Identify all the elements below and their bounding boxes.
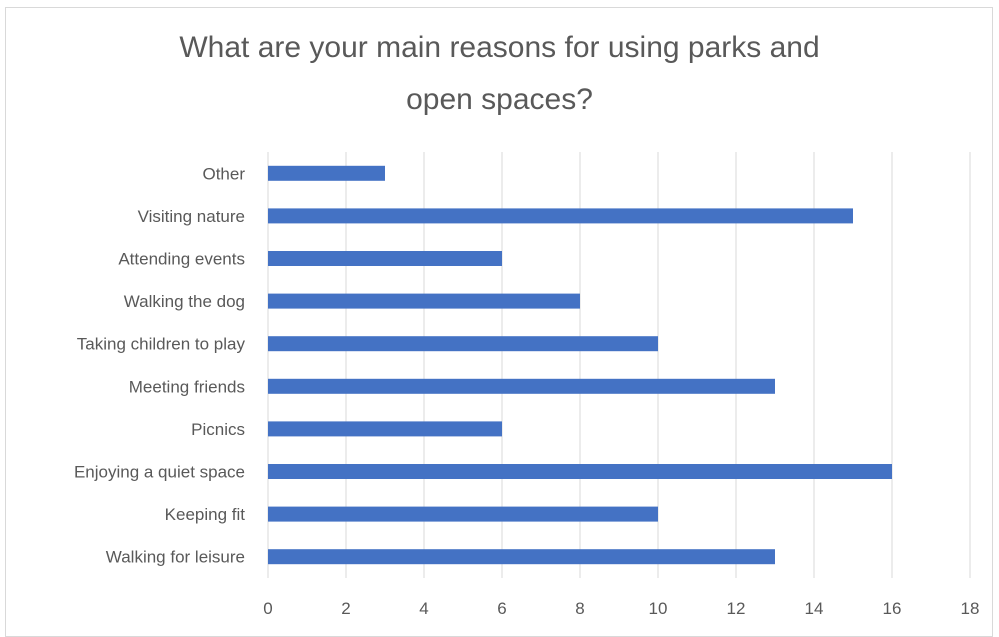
x-tick-label: 12	[727, 599, 746, 618]
x-tick-label: 10	[649, 599, 668, 618]
chart-title: What are your main reasons for using par…	[179, 31, 820, 116]
x-tick-label: 14	[805, 599, 824, 618]
x-tick-label: 4	[419, 599, 428, 618]
bar	[268, 506, 658, 522]
category-label: Other	[202, 164, 245, 183]
bar	[268, 165, 385, 181]
x-tick-label: 18	[961, 599, 980, 618]
x-tick-label: 2	[341, 599, 350, 618]
category-label: Keeping fit	[165, 505, 246, 524]
category-label: Meeting friends	[129, 377, 245, 396]
category-label: Attending events	[118, 250, 245, 269]
bar	[268, 208, 853, 224]
bar	[268, 293, 580, 309]
bar	[268, 336, 658, 352]
bars	[268, 165, 892, 565]
category-label: Walking for leisure	[106, 548, 245, 567]
x-tick-labels: 0 2 4 6 8 10 12 14 16 18	[263, 599, 979, 618]
category-label: Visiting nature	[138, 207, 245, 226]
category-label: Walking the dog	[124, 292, 245, 311]
x-tick-label: 8	[575, 599, 584, 618]
x-tick-label: 0	[263, 599, 272, 618]
bar	[268, 464, 892, 479]
chart-frame	[5, 7, 993, 637]
x-tick-label: 6	[497, 599, 506, 618]
x-tick-label: 16	[883, 599, 902, 618]
category-label: Enjoying a quiet space	[74, 463, 245, 482]
bar	[268, 251, 502, 266]
category-label: Picnics	[191, 420, 245, 439]
bar	[268, 421, 502, 437]
category-labels: Walking for leisure Keeping fit Enjoying a…	[74, 164, 246, 566]
category-label: Taking children to play	[77, 335, 246, 354]
bar	[268, 378, 775, 394]
bar	[268, 549, 775, 565]
